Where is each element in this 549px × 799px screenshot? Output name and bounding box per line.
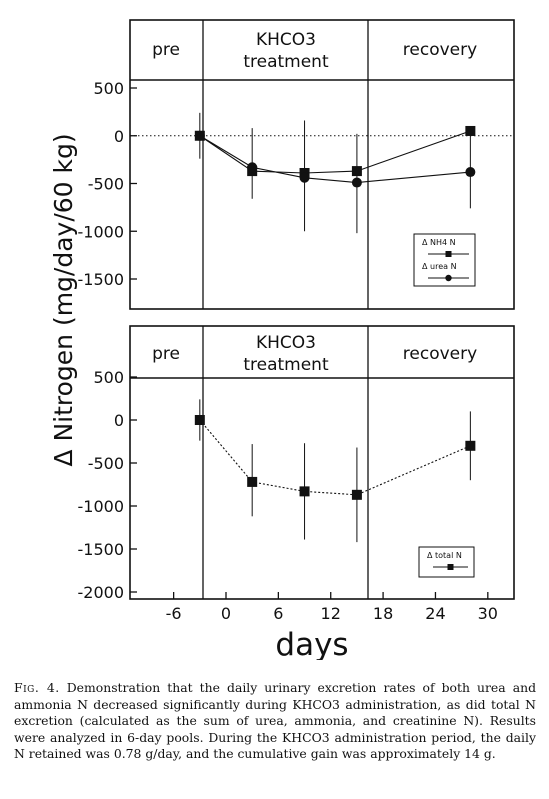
x-tick-label: 6 [273,604,283,623]
top-y-tick-label: -1000 [78,222,125,241]
x-tick-label: 18 [373,604,393,623]
top-period-pre: pre [152,40,180,60]
top-y-tick-label: 500 [93,79,124,98]
bottom-data-point [299,486,310,497]
top-data-point [465,167,476,178]
top-data-point [351,166,362,177]
x-tick-label: 30 [478,604,498,623]
bottom-series-line [199,419,471,496]
top-y-tick-label: 0 [114,127,124,146]
bottom-panel: pre KHCO3 treatment recovery 500 0 -500 -10… [78,325,515,623]
top-period-treatment-2: treatment [243,52,329,72]
top-panel: pre KHCO3 treatment recovery 500 0 -500 -10… [78,19,515,310]
top-series-line [199,135,471,184]
top-period-recovery: recovery [403,40,477,60]
top-legend: Δ NH4 N Δ urea N [413,233,476,287]
top-plot [130,112,514,234]
bottom-legend-marker [447,564,454,570]
bottom-data-point [351,489,362,500]
bottom-data-point [465,440,476,451]
top-period-treatment-1: KHCO3 [256,30,316,50]
bottom-plot [194,399,476,543]
bottom-y-tick-label: -1000 [78,497,125,516]
bottom-period-treatment-2: treatment [243,355,329,375]
bottom-period-pre: pre [152,344,180,364]
top-data-point [465,125,476,136]
top-legend-box [413,233,476,287]
top-series-line [199,130,471,174]
x-tick-label: 24 [425,604,445,623]
figure: Δ Nitrogen (mg/day/60 kg) pre KHCO3 trea… [49,19,515,660]
top-legend-label: Δ urea N [422,262,457,271]
x-axis: -6 0 6 12 18 24 30 [166,592,498,623]
bottom-y-tick-label: -500 [88,454,124,473]
top-legend-label: Δ NH4 N [422,238,456,247]
bottom-y-axis: 500 0 -500 -1000 -1500 -2000 [78,368,137,602]
top-data-point [247,162,258,173]
bottom-y-tick-label: 0 [114,411,124,430]
bottom-period-treatment-1: KHCO3 [256,333,316,353]
bottom-period-recovery: recovery [403,344,477,364]
top-legend-marker [445,251,452,257]
top-panel-frame [129,19,515,310]
top-data-point [351,177,362,188]
bottom-data-point [247,476,258,487]
caption-text: Demonstration that the daily urinary exc… [14,680,536,762]
bottom-data-point [194,415,205,425]
bottom-legend-label: Δ total N [427,551,462,560]
x-tick-label: -6 [166,604,182,623]
bottom-y-tick-label: -2000 [78,583,125,602]
top-data-point [299,172,310,183]
figure-caption: Fig. 4. Demonstration that the daily uri… [14,680,536,763]
bottom-y-tick-label: 500 [93,368,124,387]
bottom-legend-box [418,546,475,578]
top-y-tick-label: -1500 [78,270,125,289]
top-y-axis: 500 0 -500 -1000 -1500 [78,79,137,289]
top-y-tick-label: -500 [88,175,124,194]
x-axis-label: days [275,627,348,660]
caption-label: Fig. 4. [14,680,60,695]
bottom-y-tick-label: -1500 [78,540,125,559]
top-data-point [194,130,205,141]
x-tick-label: 12 [321,604,341,623]
bottom-legend: Δ total N [418,546,475,578]
y-axis-label: Δ Nitrogen (mg/day/60 kg) [49,133,78,466]
x-tick-label: 0 [221,604,231,623]
top-legend-marker [445,274,452,282]
